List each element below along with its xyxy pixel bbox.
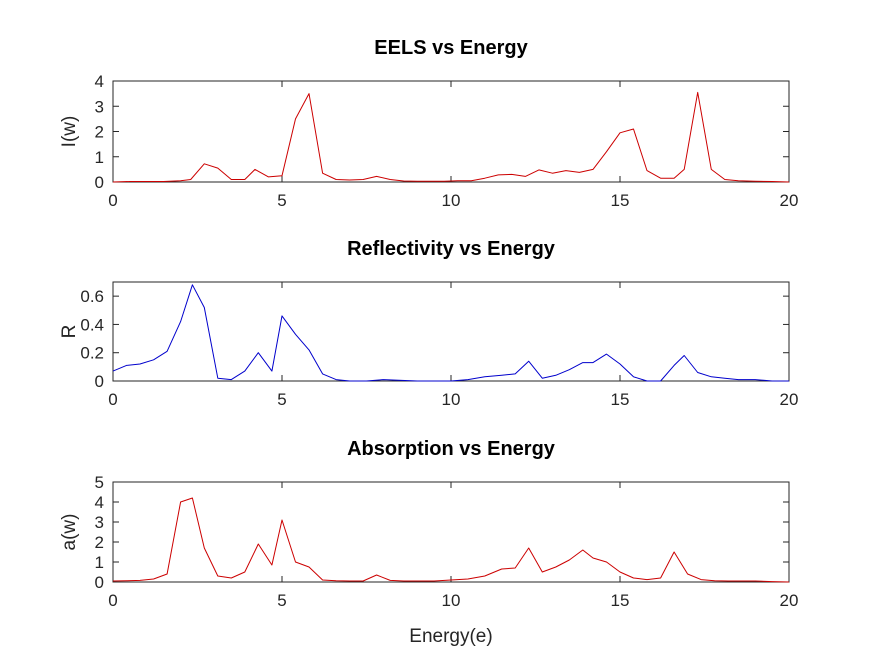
x-axis-label: Energy(e) <box>409 626 492 647</box>
x-tick-label: 15 <box>611 591 630 610</box>
chart-title: Reflectivity vs Energy <box>347 238 556 260</box>
y-tick-label: 4 <box>95 72 104 91</box>
y-axis-label: R <box>59 325 80 339</box>
x-tick-label: 20 <box>780 191 799 210</box>
x-tick-label: 20 <box>780 591 799 610</box>
x-tick-label: 10 <box>442 591 461 610</box>
y-axis-label: a(w) <box>59 514 80 551</box>
x-tick-label: 5 <box>277 390 286 409</box>
y-tick-label: 2 <box>95 533 104 552</box>
x-tick-label: 0 <box>108 191 117 210</box>
y-tick-label: 0 <box>95 573 104 592</box>
x-tick-label: 0 <box>108 591 117 610</box>
x-tick-label: 5 <box>277 191 286 210</box>
y-tick-label: 0.2 <box>80 344 104 363</box>
x-tick-label: 15 <box>611 191 630 210</box>
y-tick-label: 5 <box>95 473 104 492</box>
y-tick-label: 0.4 <box>80 315 104 334</box>
subplot-2: Reflectivity vs Energy 0 5 10 15 20 0 0.2 0.4 0.6… <box>59 238 798 409</box>
plot-area <box>112 281 790 382</box>
series-line <box>112 284 789 382</box>
y-axis-label: I(w) <box>59 116 80 148</box>
y-tick-label: 1 <box>95 553 104 572</box>
x-tick-label: 20 <box>780 390 799 409</box>
y-tick-label: 2 <box>95 123 104 142</box>
chart-title: EELS vs Energy <box>374 37 528 59</box>
y-tick-label: 0 <box>95 372 104 391</box>
y-tick-label: 3 <box>95 513 104 532</box>
x-tick-label: 15 <box>611 390 630 409</box>
y-tick-label: 3 <box>95 97 104 116</box>
series-line <box>112 91 790 183</box>
y-tick-label: 1 <box>95 148 104 167</box>
x-tick-label: 5 <box>277 591 286 610</box>
x-tick-label: 10 <box>442 191 461 210</box>
chart-title: Absorption vs Energy <box>347 438 556 460</box>
series-line <box>112 497 790 583</box>
x-tick-label: 10 <box>442 390 461 409</box>
plot-area <box>112 80 790 183</box>
x-tick-label: 0 <box>108 390 117 409</box>
y-tick-label: 0 <box>95 173 104 192</box>
subplot-1: EELS vs Energy 0 5 10 15 20 0 1 2 3 4 I(w) <box>59 37 798 210</box>
y-tick-label: 0.6 <box>80 287 104 306</box>
plot-area <box>112 481 790 583</box>
y-tick-label: 4 <box>95 493 104 512</box>
